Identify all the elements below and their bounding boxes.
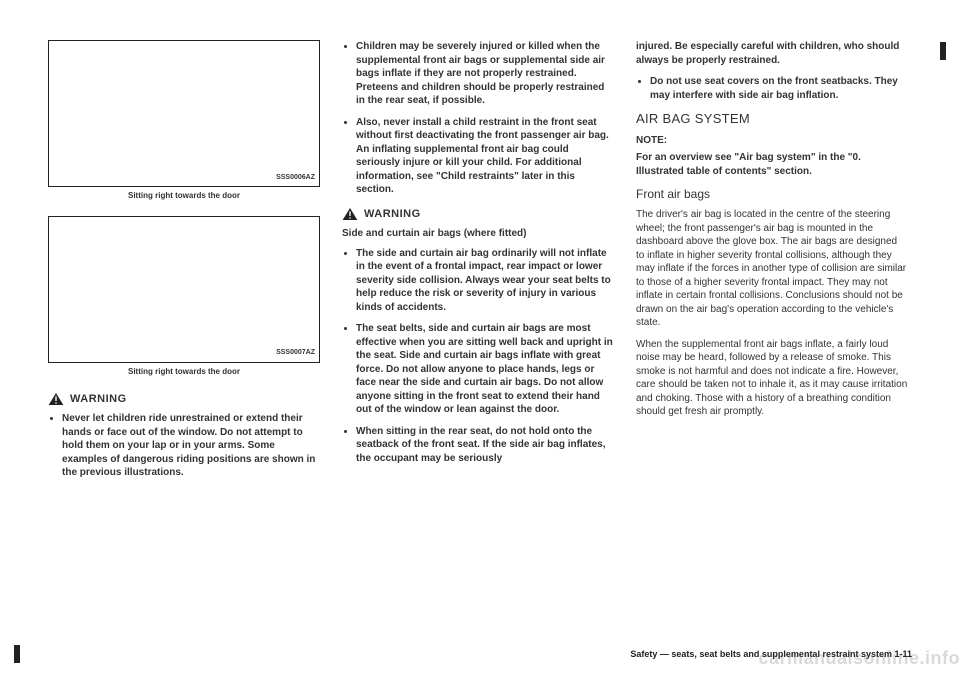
list-item: Do not use seat covers on the front seat… — [650, 75, 908, 102]
column-3: injured. Be especially careful with chil… — [636, 40, 908, 488]
list-item: When sitting in the rear seat, do not ho… — [356, 425, 614, 466]
note-body: For an overview see "Air bag system" in … — [636, 151, 908, 178]
warning-header-1: WARNING — [48, 392, 320, 407]
heading-airbag-system: AIR BAG SYSTEM — [636, 110, 908, 128]
warning-label-1: WARNING — [70, 392, 127, 407]
left-crop-mark — [14, 645, 20, 663]
figure-2-code: SSS0007AZ — [276, 348, 315, 357]
watermark: carmanualsonline.info — [758, 648, 960, 669]
col1-bullets: Never let children ride unrestrained or … — [48, 412, 320, 480]
figure-1-code: SSS0006AZ — [276, 173, 315, 182]
warning-icon — [48, 392, 64, 406]
figure-1: SSS0006AZ — [48, 40, 320, 187]
figure-2-caption: Sitting right towards the door — [48, 367, 320, 378]
warning-icon — [342, 207, 358, 221]
paragraph: The driver's air bag is located in the c… — [636, 208, 908, 330]
warning-label-2: WARNING — [364, 207, 421, 222]
col3-top-bullets: injured. Be especially careful with chil… — [636, 40, 908, 102]
subheading: Side and curtain air bags (where fitted) — [342, 227, 614, 241]
figure-1-caption: Sitting right towards the door — [48, 191, 320, 202]
column-2: Children may be severely injured or kill… — [342, 40, 614, 488]
paragraph: When the supplemental front air bags inf… — [636, 338, 908, 419]
note-label: NOTE: — [636, 134, 908, 148]
list-item: Children may be severely injured or kill… — [356, 40, 614, 108]
right-crop-mark — [940, 42, 946, 60]
list-item: The side and curtain air bag ordinarily … — [356, 247, 614, 315]
figure-2: SSS0007AZ — [48, 216, 320, 363]
col2-bullets: The side and curtain air bag ordinarily … — [342, 247, 614, 466]
list-item: Never let children ride unrestrained or … — [62, 412, 320, 480]
list-item: injured. Be especially careful with chil… — [636, 40, 908, 67]
heading-front-airbags: Front air bags — [636, 186, 908, 202]
warning-header-2: WARNING — [342, 207, 614, 222]
column-1: SSS0006AZ Sitting right towards the door… — [48, 40, 320, 488]
page-content: SSS0006AZ Sitting right towards the door… — [0, 0, 960, 518]
list-item: Also, never install a child restraint in… — [356, 116, 614, 197]
list-item: The seat belts, side and curtain air bag… — [356, 322, 614, 417]
col2-top-bullets: Children may be severely injured or kill… — [342, 40, 614, 197]
